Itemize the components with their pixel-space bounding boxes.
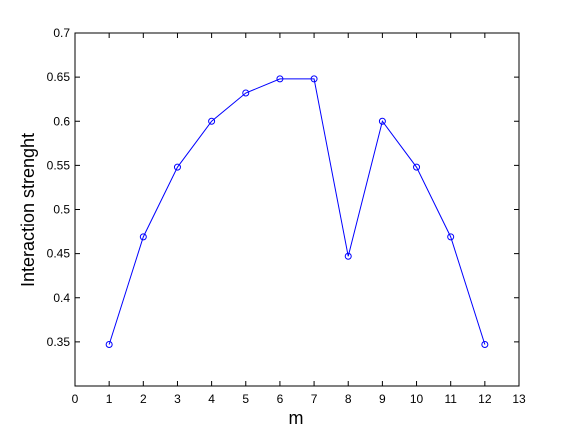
data-point [139,233,147,241]
data-point [242,89,250,97]
x-tick-label: 0 [72,392,79,406]
data-point [413,163,421,171]
y-tick-label: 0.55 [47,158,71,172]
data-point [447,233,455,241]
x-axis-label: m [289,408,304,428]
x-tick-label: 12 [478,392,492,406]
data-point [105,341,113,349]
y-tick-label: 0.35 [47,335,71,349]
x-tick-label: 5 [242,392,249,406]
axes-box [74,32,520,387]
data-point [344,252,352,260]
x-tick-label: 7 [311,392,318,406]
x-tick-label: 1 [106,392,113,406]
data-point [173,163,181,171]
y-tick-label: 0.7 [53,26,70,40]
data-line [108,78,486,345]
y-tick-label: 0.65 [47,70,71,84]
x-tick-label: 9 [379,392,386,406]
x-tick-label: 11 [444,392,457,406]
x-tick-label: 13 [512,392,526,406]
x-tick-label: 6 [277,392,284,406]
y-tick-label: 0.6 [53,114,70,128]
data-point [481,341,489,349]
y-axis-label: Interaction strenght [18,133,38,287]
x-tick-label: 8 [345,392,352,406]
data-point [208,117,216,125]
data-point [378,117,386,125]
data-point [310,75,318,83]
y-tick-label: 0.45 [47,247,71,261]
x-tick-label: 2 [140,392,147,406]
data-point [276,75,284,83]
x-tick-label: 3 [174,392,181,406]
x-tick-label: 10 [410,392,424,406]
x-tick-label: 4 [208,392,215,406]
y-tick-label: 0.4 [53,291,70,305]
y-tick-label: 0.5 [53,203,70,217]
